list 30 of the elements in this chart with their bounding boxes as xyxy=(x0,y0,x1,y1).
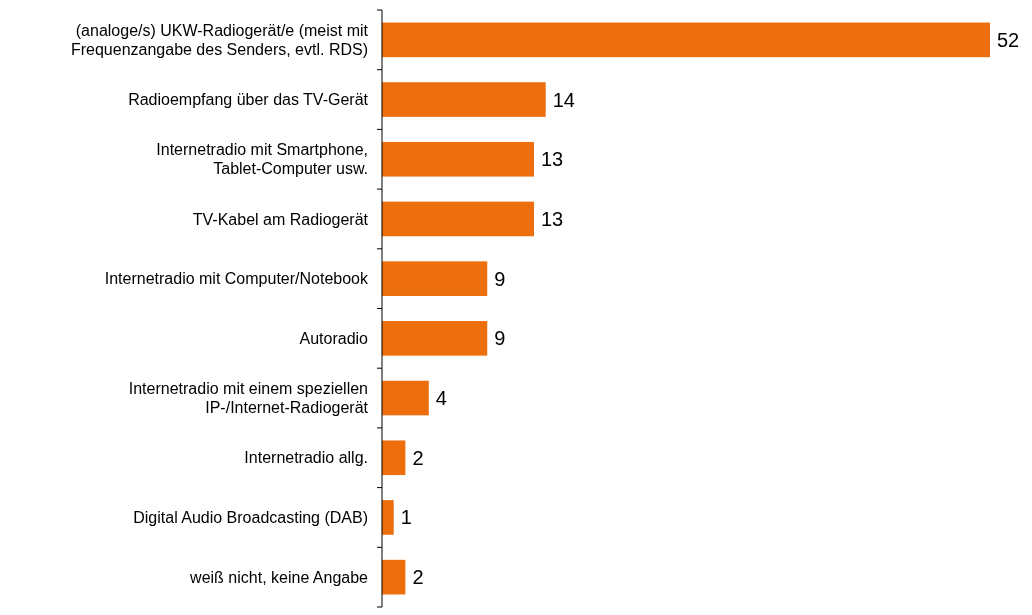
y-tick-label: Internetradio mit einem speziellen IP-/Internet-Radiogerät xyxy=(128,380,369,417)
data-label: 2 xyxy=(412,446,424,469)
data-label: 13 xyxy=(541,207,564,230)
data-label: 14 xyxy=(552,88,575,111)
bar xyxy=(382,261,488,296)
y-tick-label: Digital Audio Broadcasting (DAB) xyxy=(133,509,368,527)
y-tick-label: Internetradio mit Smartphone, Tablet-Computer usw. xyxy=(156,141,368,178)
y-tick-label: Autoradio xyxy=(299,329,369,347)
bar xyxy=(382,22,990,58)
bar xyxy=(382,500,394,535)
bar xyxy=(382,321,488,356)
y-tick-label: Internetradio mit Computer/Notebook xyxy=(104,270,369,288)
bar xyxy=(382,141,534,177)
data-label: 52 xyxy=(997,28,1020,51)
bar xyxy=(382,440,406,476)
y-tick-label: (analoge/s) UKW-Radiogerät/e (meist mit Frequenzangabe des Senders, evtl. RDS) xyxy=(70,21,369,58)
bar xyxy=(382,559,406,595)
y-tick-label: weiß nicht, keine Angabe xyxy=(189,568,369,586)
y-tick-label: Radioempfang über das TV-Gerät xyxy=(128,91,369,109)
bar xyxy=(382,380,429,416)
data-label: 4 xyxy=(435,387,447,410)
y-tick-label: Internetradio allg. xyxy=(244,449,368,467)
bar xyxy=(382,201,534,237)
bar xyxy=(382,82,546,117)
data-label: 9 xyxy=(494,267,506,290)
data-label: 9 xyxy=(494,327,506,350)
data-label: 2 xyxy=(412,566,424,589)
data-label: 1 xyxy=(400,506,412,529)
y-tick-label: TV-Kabel am Radiogerät xyxy=(192,210,369,228)
data-label: 13 xyxy=(541,148,564,171)
